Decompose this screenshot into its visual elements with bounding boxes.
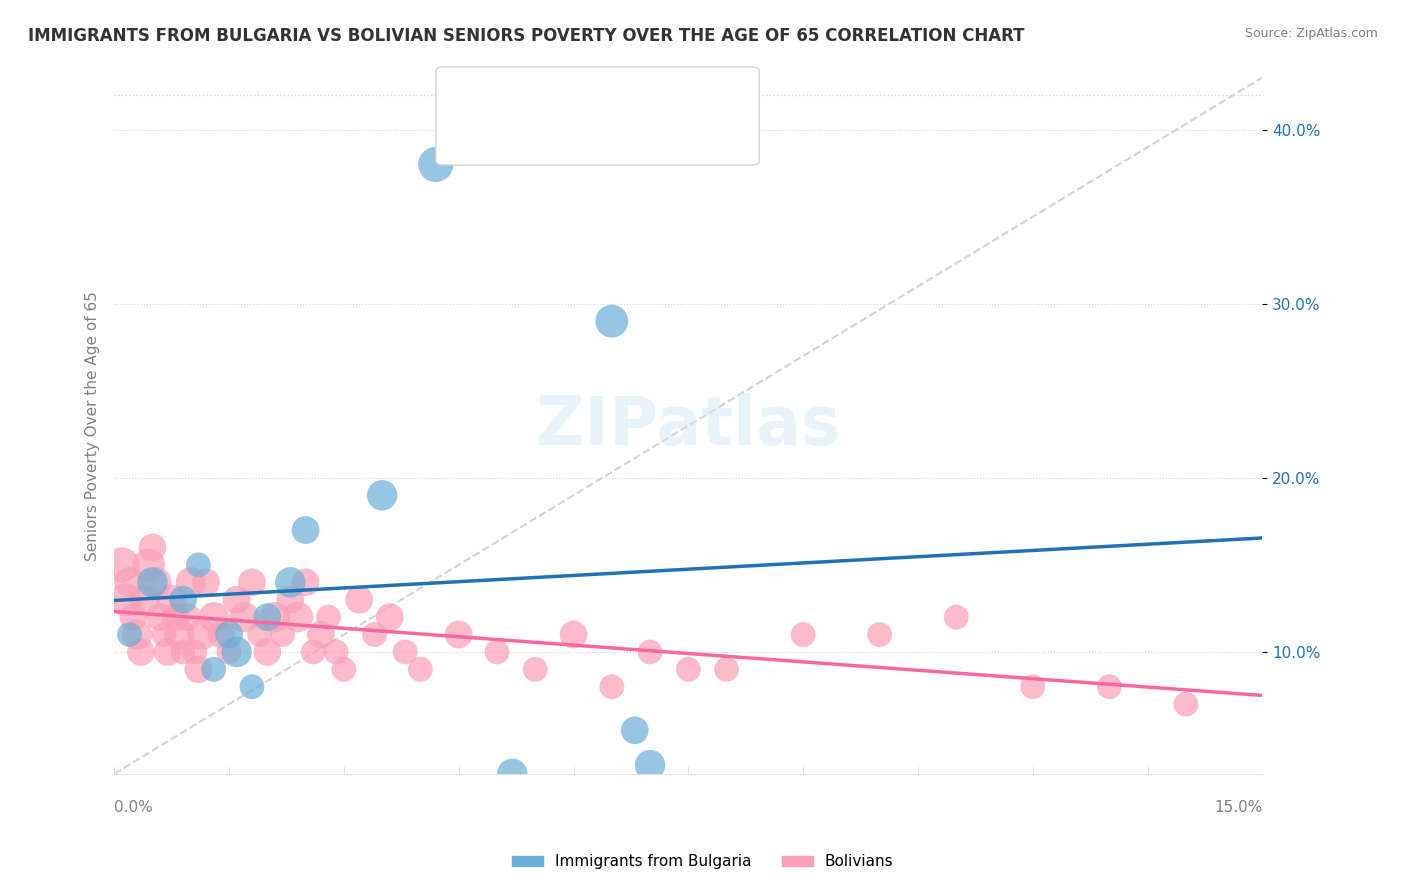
Text: ■: ■ xyxy=(454,124,472,144)
Text: -0.224: -0.224 xyxy=(510,127,560,141)
Text: 17: 17 xyxy=(605,87,624,101)
Point xyxy=(678,662,700,676)
Point xyxy=(409,662,432,676)
Point xyxy=(122,610,145,624)
Point xyxy=(145,575,167,590)
Text: ■: ■ xyxy=(454,84,472,103)
Point xyxy=(623,723,645,738)
Point xyxy=(1022,680,1045,694)
Point xyxy=(176,610,198,624)
Point xyxy=(378,610,401,624)
Point xyxy=(191,627,214,641)
Point xyxy=(792,627,814,641)
Point xyxy=(287,610,309,624)
Point xyxy=(1174,697,1197,711)
Point xyxy=(325,645,347,659)
Point xyxy=(111,558,134,572)
Point xyxy=(240,575,263,590)
Point xyxy=(333,662,356,676)
Point xyxy=(501,766,523,780)
Point xyxy=(302,645,325,659)
Point xyxy=(309,627,332,641)
Point xyxy=(118,575,141,590)
Point xyxy=(249,627,271,641)
Point xyxy=(134,592,156,607)
Point xyxy=(371,488,394,502)
Text: 0.0%: 0.0% xyxy=(114,800,153,815)
Point xyxy=(271,627,294,641)
Point xyxy=(172,645,194,659)
Point xyxy=(394,645,416,659)
Point xyxy=(233,610,256,624)
Point xyxy=(141,541,163,555)
Point xyxy=(638,645,661,659)
Point xyxy=(318,610,340,624)
Point xyxy=(187,662,209,676)
Point xyxy=(149,610,172,624)
Point xyxy=(195,575,218,590)
Point xyxy=(202,610,225,624)
Point xyxy=(600,314,623,328)
Text: IMMIGRANTS FROM BULGARIA VS BOLIVIAN SENIORS POVERTY OVER THE AGE OF 65 CORRELAT: IMMIGRANTS FROM BULGARIA VS BOLIVIAN SEN… xyxy=(28,27,1025,45)
Point xyxy=(129,645,152,659)
Point xyxy=(187,558,209,572)
Point xyxy=(600,680,623,694)
Point xyxy=(562,627,585,641)
Point xyxy=(294,575,316,590)
Text: N =: N = xyxy=(572,127,603,141)
Point xyxy=(225,645,247,659)
Point xyxy=(153,627,176,641)
Point xyxy=(183,645,205,659)
Point xyxy=(218,627,240,641)
Point xyxy=(1098,680,1121,694)
Point xyxy=(264,610,287,624)
Point xyxy=(118,627,141,641)
Point xyxy=(256,610,278,624)
Text: R =: R = xyxy=(474,127,503,141)
Point xyxy=(278,592,301,607)
Point xyxy=(167,627,190,641)
Y-axis label: Seniors Poverty Over the Age of 65: Seniors Poverty Over the Age of 65 xyxy=(86,291,100,560)
Point xyxy=(294,523,316,537)
Point xyxy=(278,575,301,590)
Point xyxy=(156,645,179,659)
Point xyxy=(716,662,738,676)
Text: ZIPatlas: ZIPatlas xyxy=(536,392,841,458)
Point xyxy=(945,610,967,624)
Point xyxy=(180,575,202,590)
Point xyxy=(485,645,508,659)
Text: N =: N = xyxy=(572,87,603,101)
Point xyxy=(425,157,447,171)
Point xyxy=(869,627,891,641)
Point xyxy=(638,758,661,772)
Point xyxy=(138,558,160,572)
Point xyxy=(218,645,240,659)
Text: R =: R = xyxy=(474,87,503,101)
Point xyxy=(172,592,194,607)
Point xyxy=(114,592,136,607)
Point xyxy=(209,627,232,641)
Point xyxy=(202,662,225,676)
Point xyxy=(447,627,470,641)
Point xyxy=(256,645,278,659)
Point xyxy=(363,627,385,641)
Point xyxy=(127,627,149,641)
Text: Source: ZipAtlas.com: Source: ZipAtlas.com xyxy=(1244,27,1378,40)
Text: 78: 78 xyxy=(605,127,624,141)
Point xyxy=(240,680,263,694)
Text: 15.0%: 15.0% xyxy=(1215,800,1263,815)
Legend: Immigrants from Bulgaria, Bolivians: Immigrants from Bulgaria, Bolivians xyxy=(506,848,900,875)
Point xyxy=(524,662,547,676)
Point xyxy=(141,575,163,590)
Text: 0.570: 0.570 xyxy=(510,87,560,101)
Point xyxy=(225,592,247,607)
Point xyxy=(165,610,187,624)
Point xyxy=(160,592,183,607)
Point xyxy=(347,592,370,607)
